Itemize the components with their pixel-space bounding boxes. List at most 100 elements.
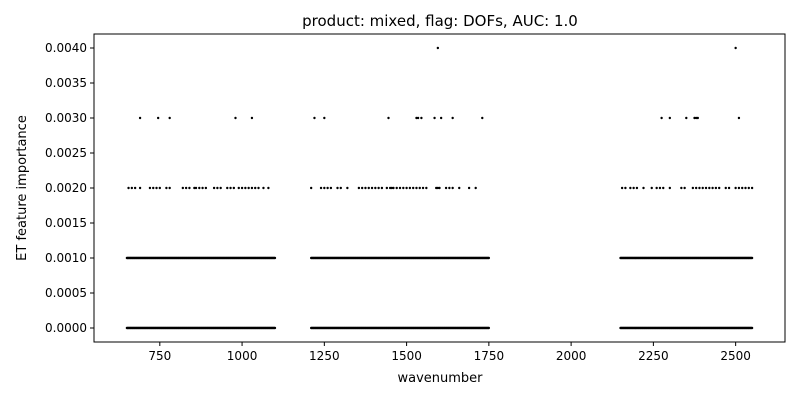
data-point xyxy=(694,186,698,190)
data-point xyxy=(250,186,254,190)
data-point xyxy=(680,186,683,190)
data-point xyxy=(201,186,204,190)
x-tick-label: 1250 xyxy=(309,349,340,363)
data-point xyxy=(487,326,491,330)
data-point xyxy=(405,186,408,190)
x-axis-label: wavenumber xyxy=(397,371,483,386)
data-point xyxy=(130,186,134,190)
data-point xyxy=(660,116,663,120)
data-point xyxy=(436,186,440,190)
data-point xyxy=(257,186,260,190)
data-point xyxy=(481,116,484,120)
data-point xyxy=(387,116,390,120)
data-point xyxy=(629,186,632,190)
data-point xyxy=(711,186,714,190)
data-point xyxy=(247,186,250,190)
data-point xyxy=(451,116,454,120)
data-point xyxy=(323,116,326,120)
y-tick-label: 0.0010 xyxy=(45,251,87,265)
data-point xyxy=(668,116,672,120)
data-point xyxy=(421,186,425,190)
x-tick-label: 1750 xyxy=(474,349,505,363)
data-point xyxy=(668,186,672,190)
data-point xyxy=(198,186,201,190)
data-point xyxy=(380,186,384,190)
data-point xyxy=(717,186,721,190)
data-point xyxy=(635,186,639,190)
data-point xyxy=(357,186,361,190)
data-point xyxy=(642,186,645,190)
y-tick-label: 0.0035 xyxy=(45,76,87,90)
y-tick-label: 0.0005 xyxy=(45,286,87,300)
data-point xyxy=(165,186,168,190)
data-point xyxy=(415,186,418,190)
data-point xyxy=(448,186,451,190)
y-axis-label: ET feature importance xyxy=(15,115,30,261)
data-point xyxy=(193,186,196,190)
data-point xyxy=(138,186,142,190)
data-point xyxy=(487,256,491,260)
data-point xyxy=(339,186,342,190)
data-point xyxy=(415,116,418,120)
data-point xyxy=(181,186,185,190)
y-tick-label: 0.0000 xyxy=(45,321,87,335)
data-point xyxy=(425,186,428,190)
x-tick-label: 750 xyxy=(148,349,171,363)
data-point xyxy=(395,186,398,190)
data-point xyxy=(683,186,686,190)
data-point xyxy=(158,186,162,190)
data-point xyxy=(326,186,329,190)
data-point xyxy=(727,186,731,190)
x-tick-label: 1000 xyxy=(227,349,258,363)
data-point xyxy=(418,186,421,190)
data-point xyxy=(313,116,316,120)
data-point xyxy=(467,186,471,190)
data-point xyxy=(658,186,662,190)
data-point xyxy=(632,186,635,190)
data-point xyxy=(156,116,160,120)
data-point xyxy=(388,186,392,190)
data-point xyxy=(250,116,254,120)
data-point xyxy=(336,186,339,190)
data-point xyxy=(724,186,727,190)
x-tick-label: 2500 xyxy=(720,349,751,363)
data-point xyxy=(693,116,696,120)
data-point xyxy=(737,116,741,120)
data-point xyxy=(184,186,188,190)
data-point xyxy=(474,186,477,190)
data-point xyxy=(138,116,142,120)
data-point xyxy=(364,186,367,190)
data-point xyxy=(655,186,658,190)
data-point xyxy=(377,186,380,190)
data-point xyxy=(737,186,741,190)
data-point xyxy=(226,186,229,190)
data-point xyxy=(152,186,155,190)
data-point xyxy=(219,186,222,190)
data-point xyxy=(436,46,440,50)
data-point xyxy=(244,186,247,190)
data-point xyxy=(360,186,364,190)
data-point xyxy=(234,116,237,120)
data-point xyxy=(148,186,152,190)
data-point xyxy=(662,186,665,190)
data-point xyxy=(402,186,405,190)
data-point xyxy=(747,186,750,190)
data-point xyxy=(390,186,393,190)
chart-title: product: mixed, flag: DOFs, AUC: 1.0 xyxy=(302,12,578,30)
data-point xyxy=(624,186,627,190)
data-point xyxy=(750,256,754,260)
data-point xyxy=(704,186,708,190)
data-point xyxy=(370,186,374,190)
data-point xyxy=(451,186,454,190)
data-point xyxy=(127,186,130,190)
data-point xyxy=(420,116,423,120)
y-tick-label: 0.0030 xyxy=(45,111,87,125)
data-point xyxy=(212,186,216,190)
data-point xyxy=(620,186,624,190)
data-point xyxy=(374,186,377,190)
y-axis: 0.0000 0.0005 0.0010 0.0015 0.0020 0.0025 0.00… xyxy=(45,41,94,335)
x-tick-label: 2000 xyxy=(556,349,587,363)
x-tick-label: 2250 xyxy=(638,349,669,363)
data-point xyxy=(237,186,240,190)
